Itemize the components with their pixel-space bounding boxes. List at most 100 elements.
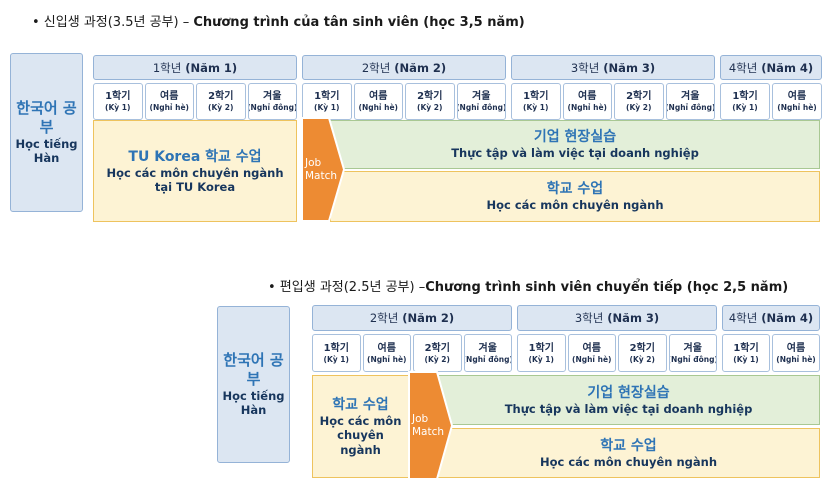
semester-ko: 1학기 [732,91,758,102]
semester-vi: (Nghỉ hè) [776,354,816,364]
semester-vi: (Nghỉ đông) [665,103,715,112]
semester-vi: (Kỳ 2) [629,354,655,364]
semester-ko: 여름 [377,342,396,354]
semester-vi: (Nghỉ hè) [777,103,817,112]
semester-row: 1학기 (Kỳ 1) 여름 (Nghỉ hè) 2학기 (Kỳ 2) 겨울 (N… [517,334,717,372]
semester-row: 1학기 (Kỳ 1) 여름 (Nghỉ hè) [720,83,822,120]
year-group-3: 3학년 (Năm 3) 1학기 (Kỳ 1) 여름 (Nghỉ hè) 2학기 … [511,55,715,120]
semester-vi: (Kỳ 1) [314,103,340,112]
semester-cell: 여름 (Nghỉ hè) [772,334,820,372]
semester-row: 1학기 (Kỳ 1) 여름 (Nghỉ hè) [722,334,820,372]
transfer-title-korean: • 편입생 과정(2.5년 공부) – [268,280,426,295]
year-label-vi: (Năm 1) [185,60,238,75]
semester-ko: 1학기 [733,342,759,354]
semester-vi: (Kỳ 2) [626,103,652,112]
semester-cell: 1학기 (Kỳ 1) [312,334,361,372]
semester-vi: (Nghỉ hè) [367,354,407,364]
year-header-nam2: 2학년 (Năm 2) [312,305,512,331]
year-header-nam4: 4학년 (Năm 4) [720,55,822,80]
year-label-ko: 1학년 [152,60,182,75]
semester-cell: 1학기 (Kỳ 1) [302,83,352,120]
semester-ko: 2학기 [626,91,652,102]
semester-cell: 2학기 (Kỳ 2) [405,83,455,120]
freshman-title-vietnamese: Chương trình của tân sinh viên (học 3,5 … [193,15,525,30]
year-group-2: 2학년 (Năm 2) 1학기 (Kỳ 1) 여름 (Nghỉ hè) 2학기 … [302,55,506,120]
year-header-nam2: 2학년 (Năm 2) [302,55,506,80]
block-title-ko: 학교 수업 [332,396,389,413]
semester-cell: 1학기 (Kỳ 1) [722,334,770,372]
semester-vi: (Nghỉ hè) [149,103,189,112]
block-title-ko: 기업 현장실습 [533,129,617,146]
semester-ko: 겨울 [681,91,700,102]
semester-cell: 여름 (Nghỉ hè) [562,83,612,120]
semester-vi: (Kỳ 1) [528,354,554,364]
tu-korea-classes-block: TU Korea 학교 수업 Học các môn chuyên ngành … [93,120,297,222]
year-group-4: 4학년 (Năm 4) 1학기 (Kỳ 1) 여름 (Nghỉ hè) [720,55,822,120]
semester-cell: 겨울 (Nghỉ đông) [463,334,512,372]
semester-ko: 여름 [160,91,179,102]
semester-ko: 겨울 [263,91,282,102]
semester-cell: 여름 (Nghỉ hè) [353,83,403,120]
semester-cell: 여름 (Nghỉ hè) [144,83,194,120]
block-subtitle-vi: Học các môn chuyên ngành [539,454,718,469]
year-label-ko: 4학년 [728,311,758,325]
semester-ko: 여름 [787,91,807,102]
year-label-vi: (Năm 3) [603,60,656,75]
semester-ko: 1학기 [523,91,549,102]
semester-ko: 2학기 [208,91,234,102]
semester-row: 1학기 (Kỳ 1) 여름 (Nghỉ hè) 2학기 (Kỳ 2) 겨울 (N… [302,83,506,120]
internship-block: 기업 현장실습 Thực tập và làm việc tại doanh n… [330,120,820,169]
semester-vi: (Nghỉ đông) [247,103,297,112]
semester-cell: 1학기 (Kỳ 1) [517,334,566,372]
semester-ko: 여름 [369,91,388,102]
semester-cell: 2학기 (Kỳ 2) [196,83,246,120]
semester-ko: 1학기 [314,91,340,102]
semester-ko: 겨울 [478,342,497,354]
freshman-title-korean: • 신입생 과정(3.5년 공부) – [32,15,194,30]
semester-cell: 1학기 (Kỳ 1) [720,83,770,120]
year-label-vi: (Năm 2) [394,60,447,75]
semester-row: 1학기 (Kỳ 1) 여름 (Nghỉ hè) 2학기 (Kỳ 2) 겨울 (N… [93,83,297,120]
semester-ko: 여름 [582,342,601,354]
semester-row: 1학기 (Kỳ 1) 여름 (Nghỉ hè) 2학기 (Kỳ 2) 겨울 (N… [312,334,512,372]
semester-vi: (Nghỉ đông) [463,354,512,364]
semester-cell: 겨울 (Nghỉ đông) [665,83,715,120]
semester-ko: 여름 [578,91,597,102]
year-header-nam4: 4학년 (Năm 4) [722,305,820,331]
year-label-ko: 2학년 [361,60,391,75]
korean-study-sidebar-transfer: 한국어 공부 Học tiếng Hàn [217,306,290,463]
year-label-ko: 3학년 [574,311,604,325]
block-subtitle-vi: Thực tập và làm việc tại doanh nghiệp [451,146,699,161]
block-title-ko: 학교 수업 [600,437,657,454]
year-label-vi: (Năm 4) [761,311,814,325]
year-label-ko: 4학년 [728,60,758,75]
semester-vi: (Kỳ 2) [424,354,450,364]
year-header-nam1: 1학년 (Năm 1) [93,55,297,80]
block-subtitle-vi: Học các môn chuyên ngành tại TU Korea [106,165,284,195]
internship-block-transfer: 기업 현장실습 Thực tập và làm việc tại doanh n… [437,375,820,425]
year-label-vi: (Năm 2) [402,311,455,325]
semester-cell: 여름 (Nghỉ hè) [772,83,822,120]
semester-vi: (Nghỉ hè) [358,103,398,112]
transfer-program-title: • 편입생 과정(2.5년 공부) –Chương trình sinh viê… [268,276,788,295]
korean-study-label-vi: Học tiếng Hàn [222,388,285,417]
semester-vi: (Nghỉ đông) [668,354,717,364]
semester-vi: (Nghỉ hè) [572,354,612,364]
korean-study-label-vi: Học tiếng Hàn [15,136,78,165]
year-group-4-transfer: 4학년 (Năm 4) 1학기 (Kỳ 1) 여름 (Nghỉ hè) [722,305,820,372]
semester-cell: 1학기 (Kỳ 1) [93,83,143,120]
semester-cell: 겨울 (Nghỉ đông) [247,83,297,120]
school-classes-block-transfer: 학교 수업 Học các môn chuyên ngành [437,428,820,478]
block-title-ko: 기업 현장실습 [587,384,670,401]
block-title-ko: 학교 수업 [546,181,604,198]
year-label-vi: (Năm 4) [761,60,814,75]
semester-vi: (Kỳ 1) [732,103,758,112]
job-match-arrow-icon-transfer [408,371,454,480]
semester-vi: (Kỳ 2) [208,103,234,112]
korean-study-sidebar-freshman: 한국어 공부 Học tiếng Hàn [10,53,83,212]
semester-cell: 2학기 (Kỳ 2) [614,83,664,120]
semester-cell: 여름 (Nghỉ hè) [362,334,411,372]
transfer-title-vietnamese: Chương trình sinh viên chuyển tiếp (học … [425,280,789,295]
freshman-program-title: • 신입생 과정(3.5년 공부) – Chương trình của tân… [32,11,525,30]
